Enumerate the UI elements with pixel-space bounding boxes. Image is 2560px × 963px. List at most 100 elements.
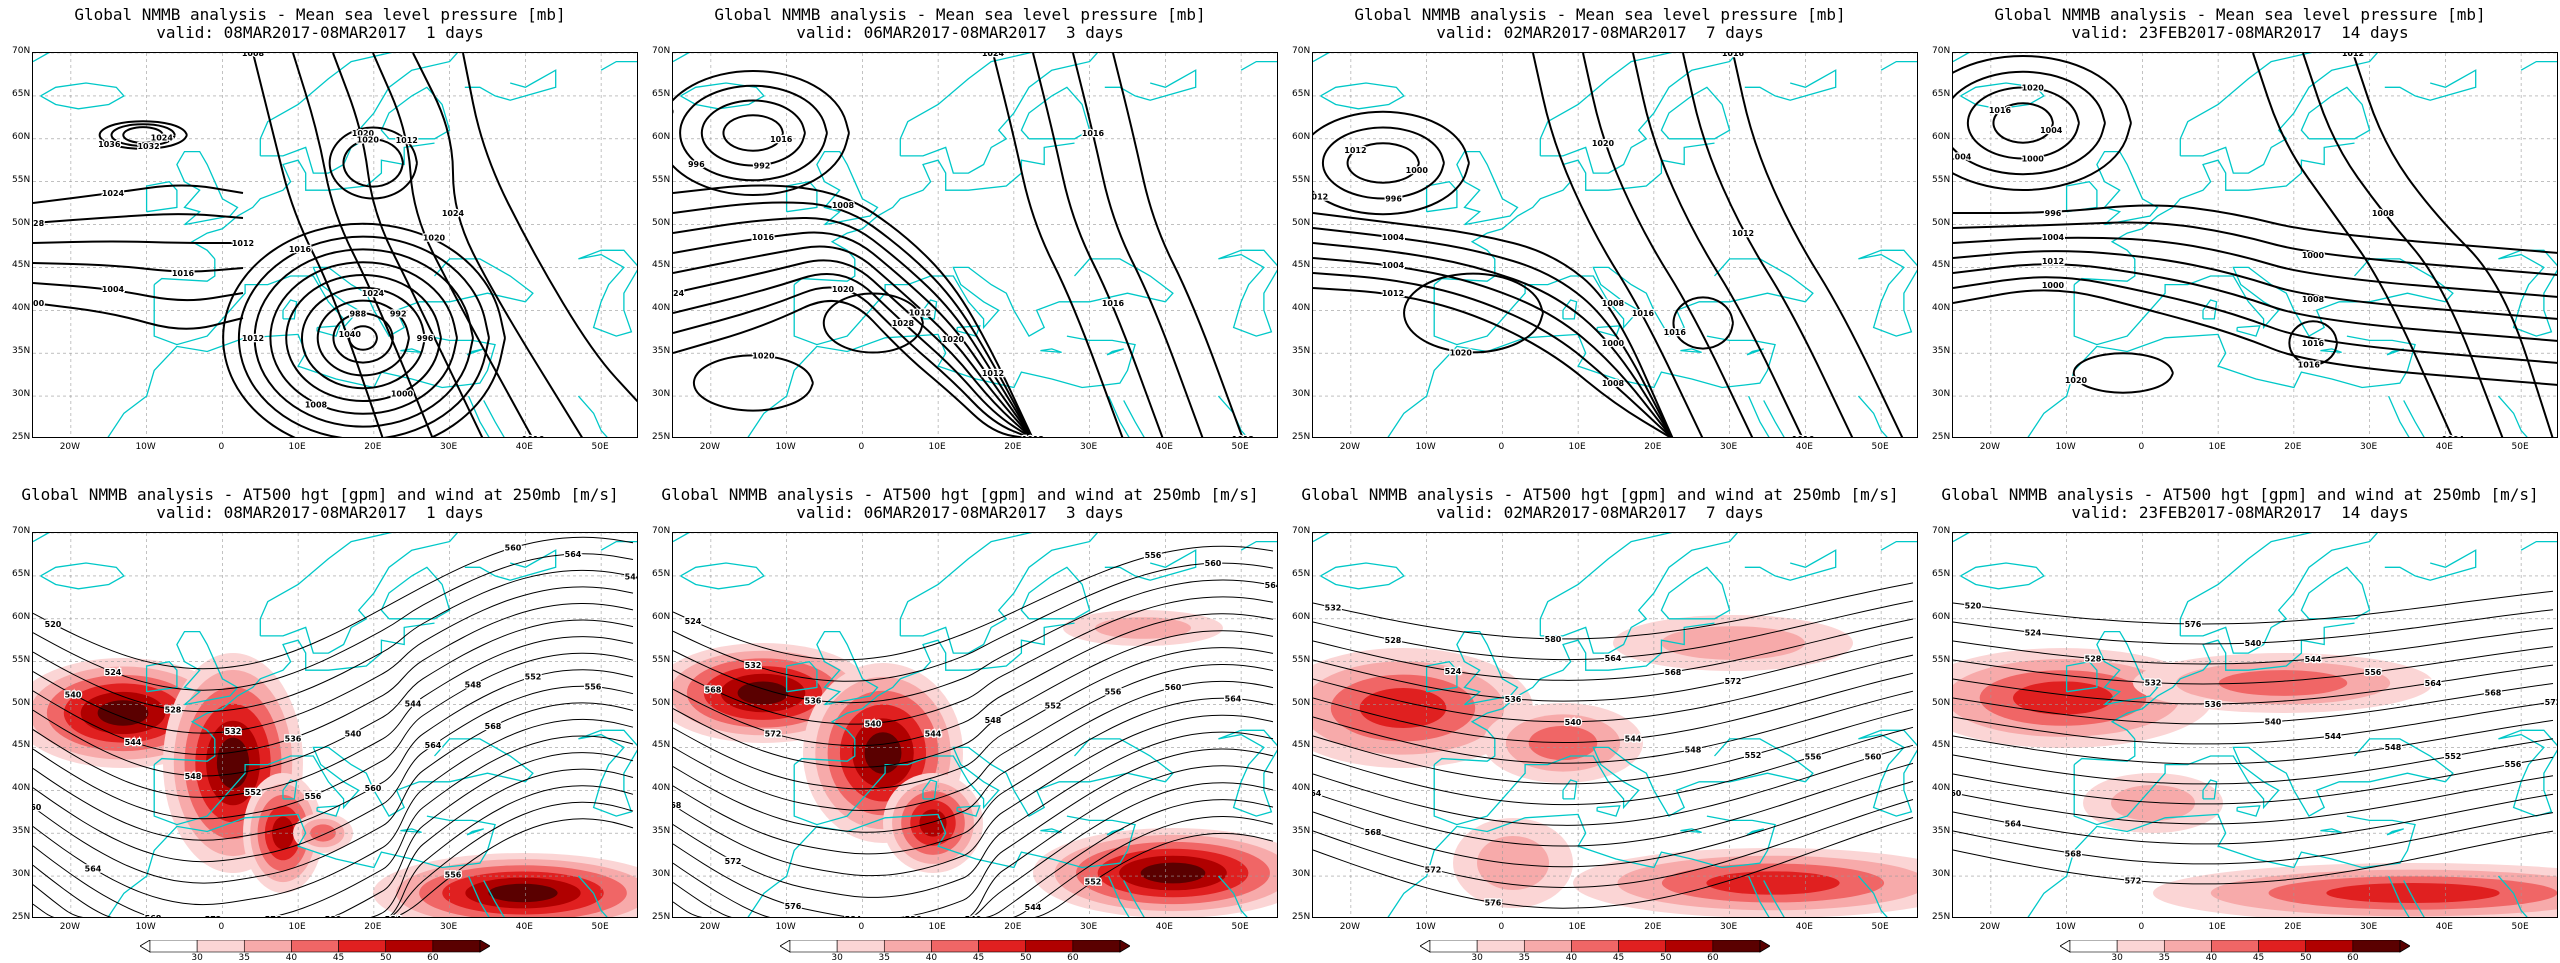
map-frame: 520 524 528 532 536 540 544 548 552 556 560 564 568 5… bbox=[1952, 532, 2558, 918]
latitude-label: 30N bbox=[652, 869, 671, 880]
latitude-label: 30N bbox=[1292, 389, 1311, 400]
contour-label: 540 bbox=[2245, 639, 2262, 648]
contour-line bbox=[1313, 618, 1914, 681]
map-canvas: 1004100010049929961000100410081012101610… bbox=[1953, 53, 2557, 437]
contour-label: 524 bbox=[1445, 667, 1462, 676]
contour-label: 520 bbox=[45, 620, 62, 629]
latitude-label: 35N bbox=[1292, 346, 1311, 357]
coastline bbox=[2320, 348, 2342, 354]
latitude-label: 65N bbox=[1932, 568, 1951, 579]
contour-labels: 1024992996100010041008101210161020102410… bbox=[673, 53, 1255, 437]
longitude-label: 0 bbox=[858, 442, 865, 452]
latitude-label: 65N bbox=[12, 568, 31, 579]
latitude-label: 25N bbox=[1292, 912, 1311, 922]
coastline bbox=[1320, 562, 1405, 590]
coastlines bbox=[33, 533, 637, 917]
colorbar-tick-label: 40 bbox=[925, 953, 938, 963]
longitude-label: 40E bbox=[1155, 442, 1173, 452]
coastline bbox=[1123, 400, 1145, 437]
longitude-label: 50E bbox=[1871, 442, 1889, 452]
panel-valid-date: valid: 23FEB2017-08MAR2017 14 days bbox=[2071, 23, 2409, 42]
contour-label: 564 bbox=[1225, 694, 1242, 703]
contour-label: 1016 bbox=[1664, 328, 1687, 337]
latitude-label: 45N bbox=[1292, 260, 1311, 271]
contour-line bbox=[292, 53, 434, 437]
latitude-label: 35N bbox=[12, 346, 31, 357]
coastline bbox=[2110, 622, 2355, 740]
colorbar-tick-label: 35 bbox=[1518, 953, 1531, 963]
contour-line bbox=[372, 53, 534, 437]
longitude-label: 0 bbox=[858, 922, 865, 932]
contour-label: 556 bbox=[305, 792, 322, 801]
mslp-panel-3: Global NMMB analysis - Mean sea level pr… bbox=[1280, 0, 1920, 480]
contour-line bbox=[462, 53, 637, 403]
latitude-label: 55N bbox=[1292, 654, 1311, 665]
coastline bbox=[316, 805, 341, 817]
wind-shade-area bbox=[919, 809, 947, 837]
contour-label: 556 bbox=[585, 682, 602, 691]
contour-label: 1032 bbox=[137, 142, 159, 151]
wind-speed-shading bbox=[673, 610, 1277, 917]
contour-line bbox=[33, 785, 634, 917]
colorbar-swatch bbox=[1025, 940, 1074, 953]
contour-label: 576 bbox=[265, 915, 282, 918]
coastline bbox=[2065, 180, 2098, 213]
contour-label: 1012 bbox=[2342, 53, 2364, 58]
colorbar-tick-label: 35 bbox=[2158, 953, 2171, 963]
contour-label: 1004 bbox=[2040, 126, 2063, 135]
coastline bbox=[400, 348, 422, 354]
contour-label: 536 bbox=[905, 915, 922, 918]
longitude-label: 10E bbox=[2208, 922, 2226, 932]
colorbar-swatch bbox=[836, 940, 885, 953]
contour-line bbox=[1953, 204, 2557, 254]
contour-label: 572 bbox=[2125, 877, 2142, 886]
contour-labels: 524 532 536 540 544 548 552 556 560 564 568 572 576 5… bbox=[673, 550, 1277, 918]
latitude-label: 65N bbox=[1292, 88, 1311, 99]
coastline bbox=[483, 400, 505, 437]
contour-line bbox=[822, 292, 924, 354]
colorbar-low-arrow bbox=[140, 940, 151, 953]
coastline bbox=[1240, 60, 1277, 71]
contour-line bbox=[316, 299, 410, 377]
contour-label: 544 bbox=[1025, 903, 1042, 912]
contour-labels: 520 524 528 532 536 540 544 548 552 556 560 564 568 5… bbox=[1953, 600, 2557, 887]
contour-label: 572 bbox=[725, 857, 742, 866]
contour-line bbox=[33, 536, 634, 670]
contour-line bbox=[992, 53, 1124, 437]
contour-line bbox=[1313, 636, 1914, 702]
coastline bbox=[2384, 549, 2477, 581]
coastline bbox=[2403, 880, 2425, 917]
contour-label: 1016 bbox=[172, 269, 195, 278]
contour-line bbox=[673, 680, 1274, 833]
coastline bbox=[316, 325, 341, 337]
colorbar-tick-label: 35 bbox=[878, 953, 891, 963]
coastline bbox=[1660, 566, 1731, 620]
latitude-label: 50N bbox=[652, 697, 671, 708]
colorbar-swatch bbox=[196, 940, 245, 953]
contour-line bbox=[1313, 212, 1674, 437]
contour-label: 548 bbox=[1685, 746, 1702, 755]
contour-label: 1012 bbox=[1732, 229, 1754, 238]
colorbar-swatch bbox=[1618, 940, 1667, 953]
panel-valid-date: valid: 06MAR2017-08MAR2017 3 days bbox=[796, 23, 1124, 42]
contour-label: 1012 bbox=[909, 309, 931, 318]
coastline bbox=[956, 805, 981, 817]
contour-line bbox=[33, 735, 634, 917]
graticule bbox=[1313, 533, 1917, 917]
contour-line bbox=[98, 120, 188, 150]
contour-label: 536 bbox=[2205, 700, 2222, 709]
latitude-label: 45N bbox=[652, 740, 671, 751]
latitude-label: 45N bbox=[652, 260, 671, 271]
latitude-label: 50N bbox=[652, 217, 671, 228]
contour-label: 1024 bbox=[151, 134, 174, 143]
contour-label: 540 bbox=[2265, 718, 2282, 727]
coastline bbox=[1960, 562, 2045, 590]
latitude-label: 55N bbox=[1932, 654, 1951, 665]
map-frame: 532 528 524 536 540 544 548 552 556 560 564 568 572 5… bbox=[1312, 532, 1918, 918]
longitude-label: 20W bbox=[59, 442, 81, 452]
contour-label: 576 bbox=[1485, 899, 1502, 908]
latitude-label: 40N bbox=[1292, 783, 1311, 794]
contour-line bbox=[1313, 600, 1914, 661]
longitude-label: 20E bbox=[1004, 922, 1022, 932]
contour-line bbox=[673, 231, 1033, 437]
